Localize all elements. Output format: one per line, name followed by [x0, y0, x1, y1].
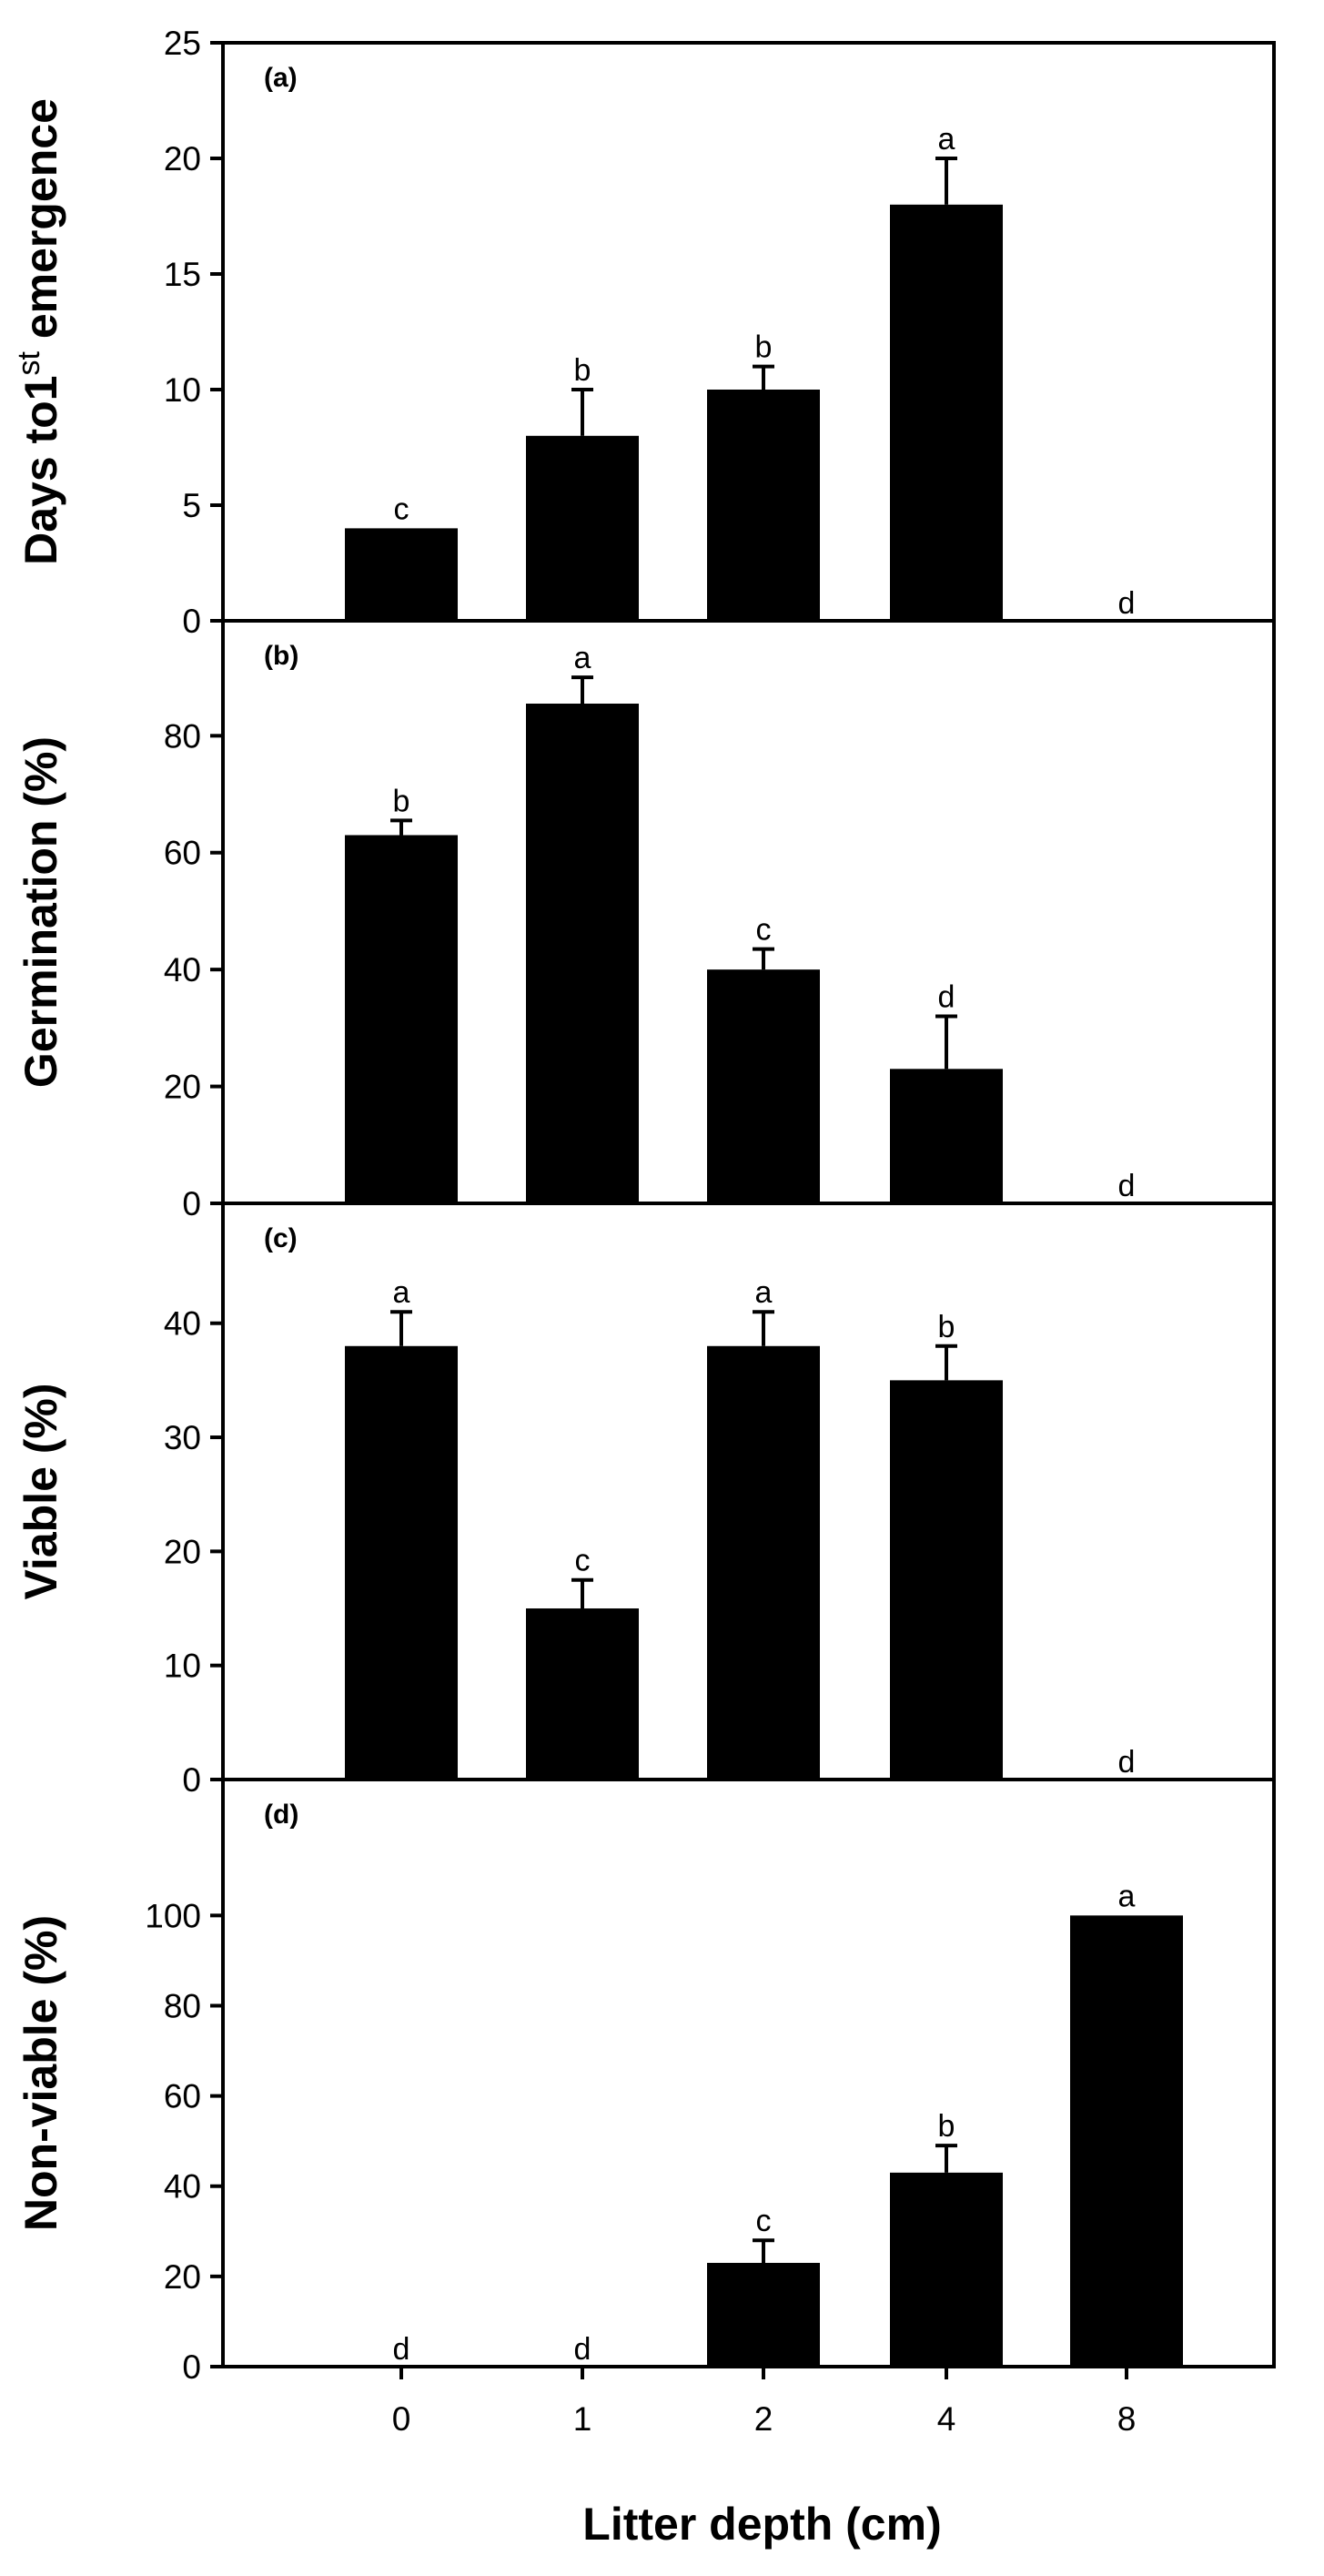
significance-letter-a-2: b — [755, 330, 773, 365]
significance-letter-b-4: d — [938, 980, 955, 1015]
significance-letter-d-0: d — [393, 2332, 410, 2367]
bar-a-0 — [345, 528, 458, 621]
y-axis-title-main: Days to1 — [15, 375, 66, 564]
panel-label-d: (d) — [264, 1800, 298, 1830]
significance-letter-b-2: c — [756, 913, 772, 948]
bar-d-2 — [707, 2263, 820, 2367]
significance-letter-a-0: c — [394, 492, 409, 526]
x-tick-label-8: 8 — [1117, 2400, 1137, 2438]
significance-letter-a-4: a — [938, 122, 955, 157]
y-tick-label-c: 0 — [182, 1761, 201, 1799]
y-tick-label-b: 60 — [164, 835, 201, 872]
bar-d-4 — [890, 2172, 1003, 2367]
bar-a-1 — [526, 435, 639, 621]
y-tick-label-d: 40 — [164, 2168, 201, 2206]
y-tick-label-a: 25 — [164, 25, 201, 62]
y-tick-label-b: 80 — [164, 717, 201, 755]
significance-letter-c-0: a — [393, 1275, 410, 1310]
significance-letter-c-4: b — [938, 1310, 955, 1344]
significance-letter-a-1: b — [574, 353, 591, 388]
significance-letter-d-1: d — [574, 2332, 591, 2367]
significance-letter-d-4: b — [938, 2109, 955, 2144]
y-axis-title-c: Viable (%) — [15, 1383, 66, 1599]
significance-letter-d-2: c — [756, 2204, 772, 2238]
y-tick-label-d: 100 — [145, 1897, 201, 1934]
x-axis-title: Litter depth (cm) — [582, 2499, 941, 2550]
y-tick-label-b: 20 — [164, 1069, 201, 1106]
y-tick-label-a: 0 — [182, 603, 201, 640]
significance-letter-d-8: a — [1118, 1879, 1136, 1913]
y-tick-label-c: 10 — [164, 1648, 201, 1685]
significance-letter-b-0: b — [393, 784, 410, 818]
bar-b-1 — [526, 704, 639, 1203]
significance-letter-c-2: a — [755, 1275, 773, 1310]
panel-label-b: (b) — [264, 641, 298, 671]
y-tick-label-a: 15 — [164, 256, 201, 293]
bar-c-1 — [526, 1608, 639, 1780]
bar-c-4 — [890, 1380, 1003, 1780]
bar-a-2 — [707, 390, 820, 621]
y-tick-label-c: 20 — [164, 1533, 201, 1570]
x-tick-label-0: 0 — [392, 2400, 411, 2438]
y-tick-label-a: 20 — [164, 140, 201, 177]
significance-letter-c-1: c — [575, 1544, 591, 1578]
y-tick-label-b: 40 — [164, 951, 201, 989]
y-axis-title-b: Germination (%) — [15, 736, 66, 1088]
y-axis-title-d: Non-viable (%) — [15, 1915, 66, 2231]
bar-d-8 — [1070, 1915, 1183, 2367]
panel-label-c: (c) — [264, 1223, 298, 1253]
bar-b-2 — [707, 969, 820, 1203]
y-tick-label-c: 40 — [164, 1305, 201, 1343]
significance-letter-b-8: d — [1118, 1169, 1136, 1203]
y-tick-label-b: 0 — [182, 1185, 201, 1222]
y-tick-label-a: 10 — [164, 371, 201, 409]
significance-letter-b-1: a — [574, 641, 591, 675]
bar-a-4 — [890, 204, 1003, 622]
significance-letter-a-8: d — [1118, 586, 1136, 621]
bar-c-0 — [345, 1345, 458, 1780]
y-axis-title-rest: emergence — [15, 98, 66, 351]
significance-letter-c-8: d — [1118, 1745, 1136, 1780]
bar-b-0 — [345, 835, 458, 1203]
bar-b-4 — [890, 1069, 1003, 1203]
y-axis-title-a: Days to1st emergence — [12, 98, 66, 565]
x-tick-label-4: 4 — [937, 2400, 956, 2438]
y-axis-title-superscript: st — [12, 350, 46, 375]
y-tick-label-d: 60 — [164, 2078, 201, 2115]
y-tick-label-c: 30 — [164, 1419, 201, 1456]
x-tick-label-1: 1 — [573, 2400, 592, 2438]
bar-c-2 — [707, 1345, 820, 1780]
y-tick-label-d: 20 — [164, 2258, 201, 2296]
x-tick-label-2: 2 — [754, 2400, 773, 2438]
y-tick-label-d: 0 — [182, 2348, 201, 2386]
y-tick-label-d: 80 — [164, 1987, 201, 2024]
panel-label-a: (a) — [264, 63, 298, 93]
y-tick-label-a: 5 — [182, 487, 201, 524]
